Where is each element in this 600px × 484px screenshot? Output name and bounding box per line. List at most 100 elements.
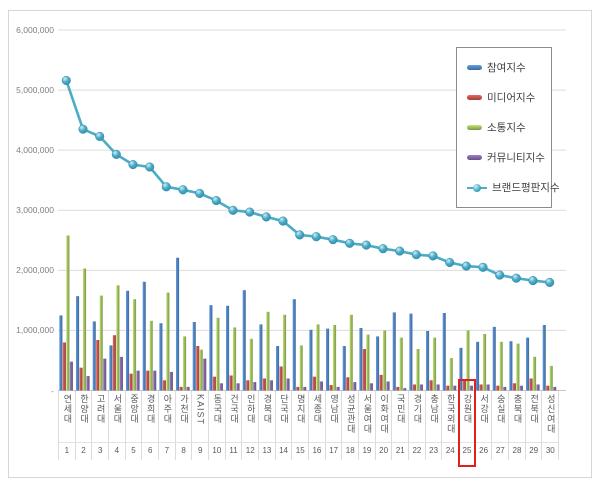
category-rank: 12 <box>242 441 259 460</box>
category-name: 한국외대 <box>445 394 456 434</box>
line-marker <box>428 251 438 261</box>
bar <box>69 361 73 391</box>
bar <box>266 311 270 391</box>
y-tick-label: 1,000,000 <box>16 325 54 336</box>
bar <box>386 381 390 391</box>
bar <box>462 380 466 391</box>
line-marker <box>378 244 388 254</box>
bar <box>179 386 183 391</box>
bar <box>299 345 303 391</box>
category-rank: 5 <box>125 441 142 460</box>
legend-label: 참여지수 <box>487 61 526 74</box>
bar <box>142 281 146 391</box>
bar <box>283 314 287 391</box>
category-rank: 17 <box>325 441 342 460</box>
bar <box>536 384 540 391</box>
bar <box>76 296 80 391</box>
bar <box>553 386 557 391</box>
category-name: 이화여대 <box>379 394 390 434</box>
bar <box>316 324 320 391</box>
category-cell: 전북대 29 <box>525 391 543 460</box>
category-name: 성신여대 <box>545 394 556 434</box>
category-rank: 15 <box>292 441 309 460</box>
bar <box>433 337 437 391</box>
bar <box>329 385 333 391</box>
bar <box>416 349 420 391</box>
bar <box>383 330 387 391</box>
bar <box>359 328 363 391</box>
legend-item-participation-index: 참여지수 <box>467 60 551 75</box>
category-name: 한양대 <box>79 394 89 424</box>
line-marker <box>195 188 205 198</box>
bar <box>469 385 473 391</box>
bar <box>59 315 63 391</box>
bar <box>99 295 103 391</box>
category-cell: KAIST 9 <box>192 391 210 460</box>
bar <box>246 380 250 391</box>
bar <box>503 386 507 391</box>
line-marker <box>211 196 221 206</box>
bar <box>492 326 496 391</box>
line-marker <box>178 185 188 195</box>
image-border <box>8 10 592 478</box>
bar <box>369 383 373 391</box>
category-cell: 연세대 1 <box>59 391 76 460</box>
bar <box>209 305 213 391</box>
bar <box>162 380 166 391</box>
bar <box>459 347 463 391</box>
legend-item-media-index: 미디어지수 <box>467 90 551 105</box>
bar <box>79 367 83 391</box>
highlight-box-rank-25 <box>457 379 476 467</box>
line-marker <box>261 212 271 222</box>
y-tick-label: 2,000,000 <box>16 265 54 276</box>
bar <box>379 374 383 391</box>
bar <box>129 373 133 391</box>
line-marker <box>245 207 255 217</box>
bar <box>186 386 190 391</box>
category-rank: 19 <box>359 441 375 460</box>
category-cell: 성균관대 18 <box>342 391 360 460</box>
line-marker <box>361 240 371 250</box>
bar <box>366 334 370 391</box>
bar <box>312 376 316 391</box>
category-cell: 이화여대 20 <box>375 391 393 460</box>
bar <box>292 299 296 391</box>
category-rank: 23 <box>425 441 442 460</box>
line-marker <box>161 182 171 192</box>
category-name: KAIST <box>195 394 206 426</box>
category-cell: 숭실대 27 <box>492 391 510 460</box>
category-name: 강원대 <box>462 394 473 424</box>
category-cell: 아주대 7 <box>159 391 176 460</box>
category-name: 서울대 <box>112 394 123 424</box>
bar <box>419 384 423 391</box>
category-name: 경희대 <box>145 394 156 424</box>
bar <box>136 370 140 391</box>
category-rank: 26 <box>475 441 492 460</box>
bar <box>529 378 533 391</box>
line-marker <box>111 149 121 159</box>
category-cell: 경기대 22 <box>409 391 426 460</box>
line-marker <box>311 232 321 242</box>
category-name: 명지대 <box>295 394 306 424</box>
category-name: 충남대 <box>429 394 440 424</box>
bar <box>516 343 520 391</box>
bar <box>399 337 403 391</box>
line-marker <box>78 124 88 134</box>
bar <box>83 268 87 391</box>
bar <box>426 331 430 391</box>
bar <box>92 321 96 391</box>
category-rank: 20 <box>375 441 392 460</box>
category-rank: 8 <box>175 441 192 460</box>
category-name: 아주대 <box>162 394 173 424</box>
legend-item-community-index: 커뮤니티지수 <box>467 150 551 165</box>
legend: 참여지수 미디어지수 소통지수 커뮤니티지수 브랜드평판지수 <box>456 47 560 208</box>
legend-label: 소통지수 <box>487 121 526 134</box>
bar <box>279 366 283 391</box>
bar <box>446 385 450 391</box>
bar <box>479 384 483 391</box>
legend-item-communication-index: 소통지수 <box>467 120 551 135</box>
bar <box>549 365 553 391</box>
category-rank: 22 <box>409 441 425 460</box>
y-tick-label: 3,000,000 <box>16 205 54 216</box>
bar <box>476 341 480 391</box>
